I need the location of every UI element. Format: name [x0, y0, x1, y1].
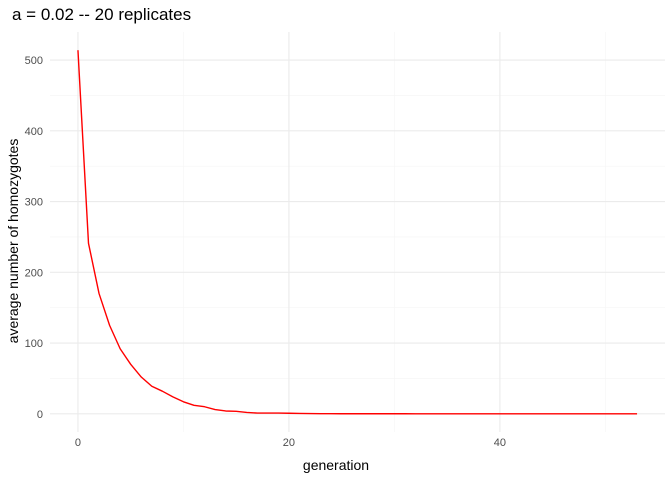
y-tick-label: 0	[37, 409, 43, 421]
major-gridlines	[50, 32, 665, 432]
data-layer	[77, 50, 638, 415]
y-axis-title: average number of homozygotes	[5, 139, 21, 344]
chart-title: a = 0.02 -- 20 replicates	[12, 5, 191, 24]
x-axis-title: generation	[303, 457, 369, 473]
y-tick-label: 300	[25, 197, 43, 209]
series-line	[77, 50, 638, 415]
x-tick-label: 0	[75, 437, 81, 449]
y-axis-ticks: 0 100 200 300 400 500	[25, 55, 43, 421]
x-axis-ticks: 0 20 40	[75, 437, 506, 449]
y-tick-label: 100	[25, 338, 43, 350]
x-tick-label: 20	[283, 437, 295, 449]
y-tick-label: 500	[25, 55, 43, 67]
y-tick-label: 200	[25, 267, 43, 279]
x-tick-label: 40	[494, 437, 506, 449]
minor-gridlines	[50, 32, 665, 432]
y-tick-label: 400	[25, 126, 43, 138]
